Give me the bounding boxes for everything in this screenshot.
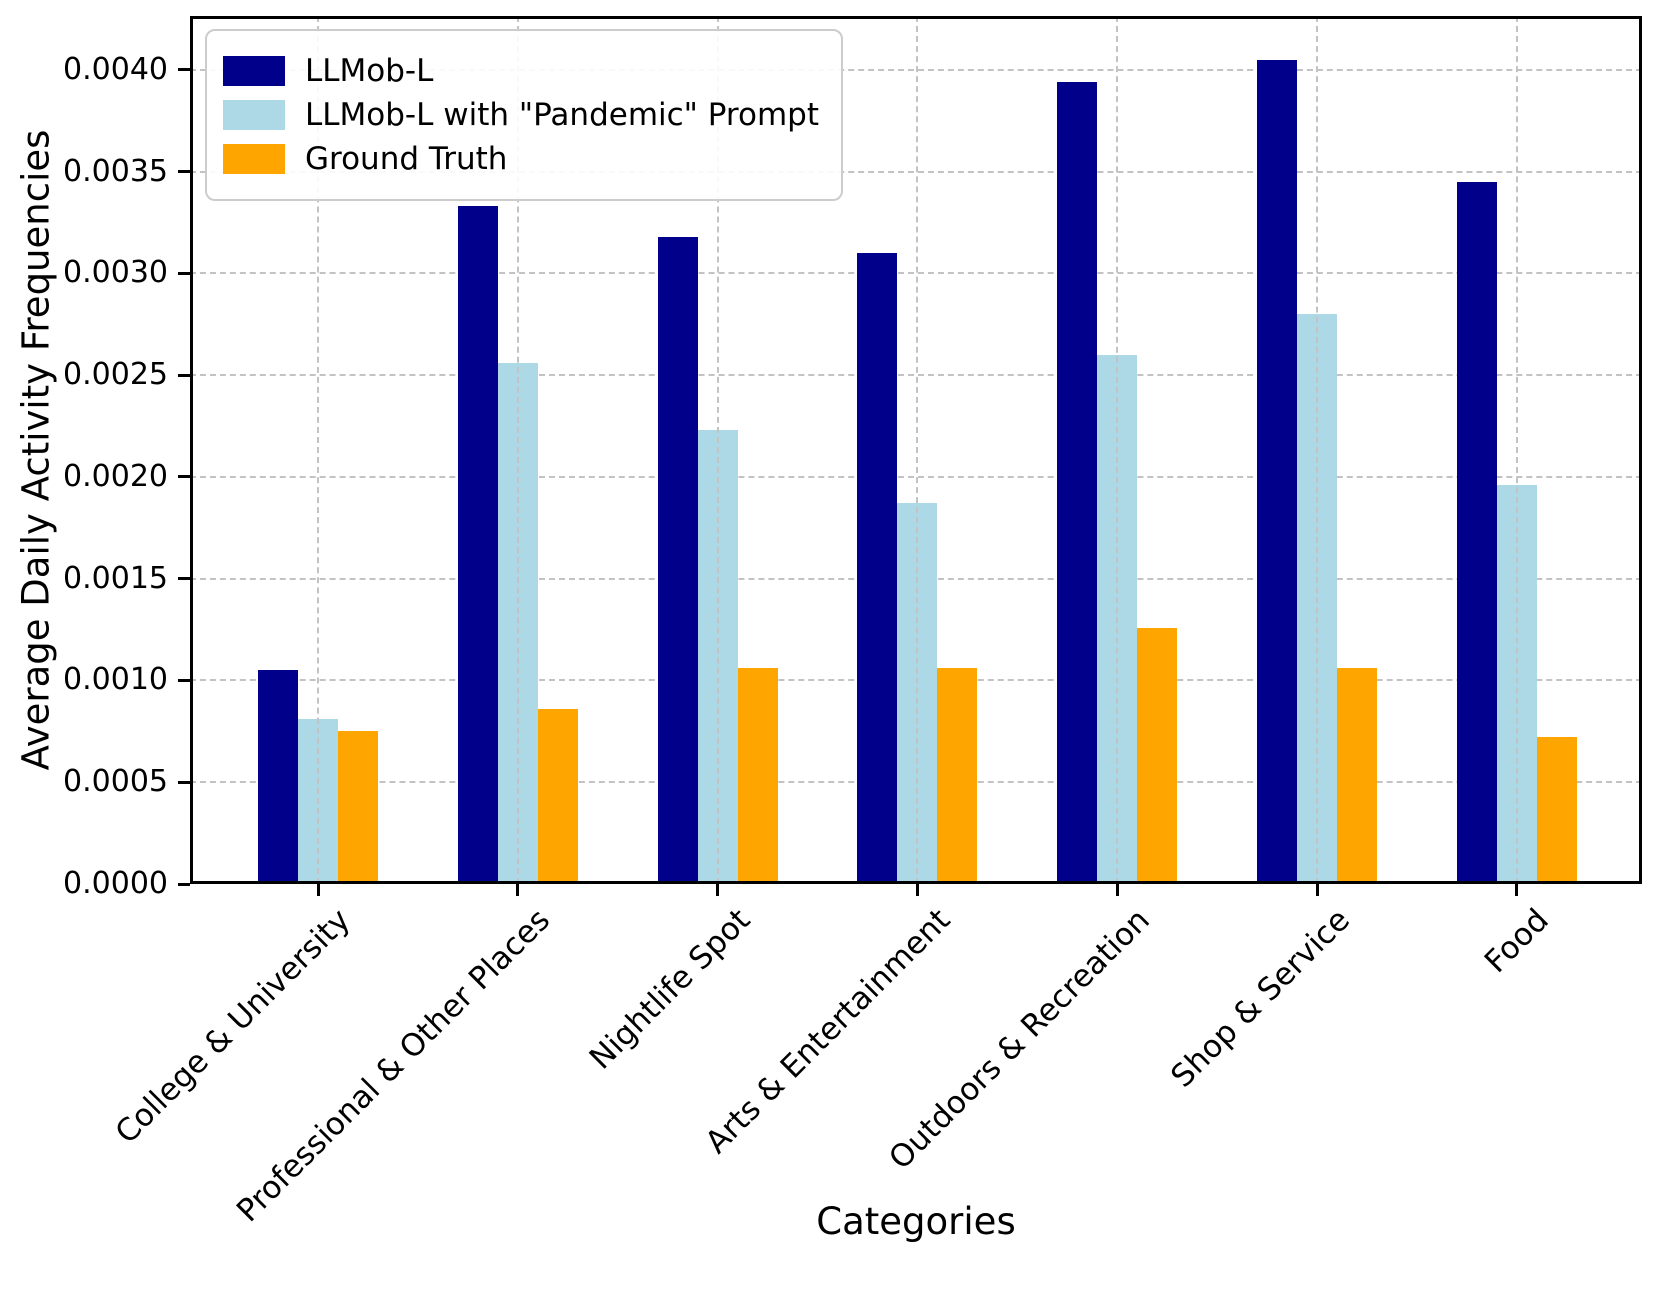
x-tick-mark [1315,884,1319,896]
bar-ground-truth [737,668,778,884]
legend-label: Ground Truth [305,141,508,177]
legend-swatch-icon [223,144,285,174]
x-tick-mark [915,884,919,896]
legend-item: Ground Truth [223,141,819,177]
y-tick-label: 0.0040 [63,51,168,87]
gridline-vertical [516,16,519,884]
x-tick-mark [516,884,520,896]
gridline-vertical [1515,16,1518,884]
bar-llmob [258,670,298,884]
x-tick-label: Professional & Other Places [230,902,558,1230]
x-tick-label: Nightlife Spot [582,902,758,1077]
x-tick-label: Shop & Service [1163,902,1357,1095]
x-tick-mark [1115,884,1119,896]
legend: LLMob-L LLMob-L with "Pandemic" Prompt Gro… [205,29,843,201]
y-tick-mark [178,271,190,275]
y-tick-mark [178,882,190,886]
gridline-vertical [317,16,319,884]
bar-ground-truth [537,708,578,884]
y-tick-label: 0.0015 [63,560,168,596]
y-tick-mark [178,68,190,72]
x-axis-label: Categories [816,1200,1016,1243]
bar-ground-truth [937,668,978,884]
x-tick-mark [716,884,720,896]
y-tick-mark [178,475,190,479]
bar-llmob [1456,181,1497,884]
y-tick-label: 0.0020 [63,458,168,494]
legend-item: LLMob-L with "Pandemic" Prompt [223,97,819,133]
y-tick-mark [178,678,190,682]
y-tick-mark [178,373,190,377]
gridline-horizontal [190,170,1642,173]
y-axis-label: Average Daily Activity Frequencies [14,129,58,771]
y-tick-mark [178,780,190,784]
bar-llmob [457,206,498,884]
y-tick-label: 0.0030 [63,255,168,291]
x-tick-mark [1515,884,1519,896]
x-tick-label: Food [1478,902,1557,981]
bar-ground-truth [1137,627,1178,884]
y-tick-label: 0.0010 [63,662,168,698]
bar-llmob [1057,82,1098,884]
gridline-horizontal [190,272,1642,275]
y-tick-label: 0.0005 [63,764,168,800]
legend-label: LLMob-L [305,53,434,89]
legend-item: LLMob-L [223,53,819,89]
bar-llmob [657,236,698,884]
legend-swatch-icon [223,56,285,86]
bar-ground-truth [338,731,378,884]
bar-llmob [1257,59,1297,884]
gridline-vertical [1316,16,1318,884]
x-tick-mark [316,884,320,896]
y-tick-label: 0.0035 [63,153,168,189]
gridline-horizontal [190,475,1642,478]
gridline-vertical [1116,16,1119,884]
legend-label: LLMob-L with "Pandemic" Prompt [305,97,819,133]
gridline-horizontal [190,68,1642,71]
bar-ground-truth [1337,668,1377,884]
bar-ground-truth [1536,737,1577,884]
gridline-vertical [716,16,719,884]
y-tick-mark [178,170,190,174]
gridline-vertical [916,16,919,884]
legend-swatch-icon [223,100,285,130]
bar-llmob [857,253,898,884]
gridline-horizontal [190,374,1642,377]
y-tick-label: 0.0025 [63,357,168,393]
y-tick-mark [178,577,190,581]
y-tick-label: 0.0000 [63,866,168,901]
